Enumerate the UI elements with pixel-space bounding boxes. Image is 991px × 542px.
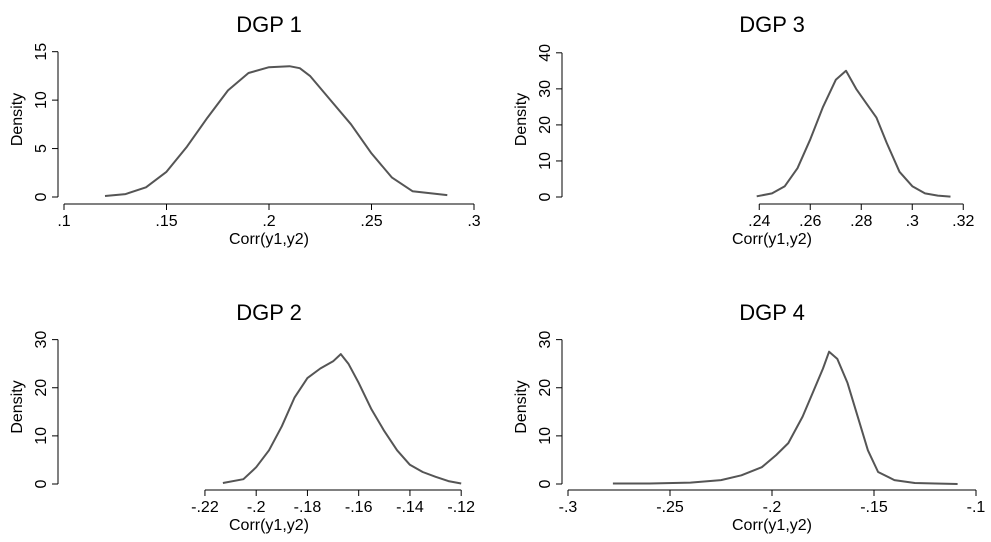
- x-axis-label: Corr(y1,y2): [229, 231, 309, 248]
- y-axis-label: Density: [9, 93, 26, 146]
- y-tick-label: 10: [33, 427, 50, 445]
- x-axis-label: Corr(y1,y2): [732, 231, 812, 248]
- y-axis-label: Density: [9, 380, 26, 433]
- y-tick-label: 20: [537, 116, 554, 134]
- y-tick-label: 20: [33, 379, 50, 397]
- x-tick-label: .1: [57, 213, 70, 230]
- panel-title: DGP 1: [236, 12, 302, 37]
- y-tick-label: 20: [537, 379, 554, 397]
- x-tick-label: -.2: [763, 499, 782, 516]
- x-tick-label: .3: [467, 213, 480, 230]
- x-tick-label: -.1: [967, 499, 986, 516]
- x-tick-label: -.18: [294, 499, 322, 516]
- x-tick-label: .15: [155, 213, 177, 230]
- y-tick-label: 10: [537, 152, 554, 170]
- y-tick-label: 0: [33, 479, 50, 488]
- x-tick-label: -.14: [396, 499, 424, 516]
- y-tick-label: 40: [537, 44, 554, 62]
- y-axis-label: Density: [513, 93, 530, 146]
- x-tick-label: -.22: [191, 499, 219, 516]
- x-tick-label: .28: [850, 213, 872, 230]
- y-tick-label: 0: [537, 192, 554, 201]
- panel-3: DGP 2 0 10 20 30 Density -.22 -.2 -.18 -.16 -.14 -.…: [9, 300, 475, 534]
- x-axis-label: Corr(y1,y2): [229, 517, 309, 534]
- x-tick-label: -.25: [656, 499, 684, 516]
- x-tick-label: .26: [799, 213, 821, 230]
- x-tick-label: -.3: [559, 499, 578, 516]
- panel-2: DGP 3 0 10 20 30 40 Density .24 .26 .28 .3 .32 Corr(…: [513, 12, 974, 248]
- y-tick-label: 5: [33, 144, 50, 153]
- panel-title: DGP 3: [739, 12, 805, 37]
- x-tick-label: .24: [748, 213, 770, 230]
- y-tick-label: 30: [537, 80, 554, 98]
- y-tick-label: 30: [537, 331, 554, 349]
- density-curve: [104, 65, 448, 197]
- x-tick-label: -.16: [345, 499, 373, 516]
- panel-title: DGP 2: [236, 300, 302, 325]
- x-axis-label: Corr(y1,y2): [732, 517, 812, 534]
- x-tick-label: -.15: [860, 499, 888, 516]
- density-curve: [222, 353, 462, 485]
- y-tick-label: 15: [33, 43, 50, 61]
- y-tick-label: 10: [537, 427, 554, 445]
- density-curve: [756, 69, 951, 198]
- density-curve: [612, 350, 958, 485]
- y-tick-label: 10: [33, 91, 50, 109]
- panel-4: DGP 4 0 10 20 30 Density -.3 -.25 -.2 -.15 -.1 Corr…: [513, 300, 985, 534]
- y-tick-label: 0: [537, 479, 554, 488]
- panel-title: DGP 4: [739, 300, 805, 325]
- x-tick-label: -.2: [247, 499, 266, 516]
- x-tick-label: .2: [262, 213, 275, 230]
- x-tick-label: -.12: [447, 499, 475, 516]
- panel-1: DGP 1 0 5 10 15 Density .1 .15 .2 .25 .3 Corr(y1,y2…: [9, 12, 481, 248]
- y-tick-label: 30: [33, 331, 50, 349]
- x-tick-label: .3: [906, 213, 919, 230]
- x-tick-label: .32: [952, 213, 974, 230]
- x-tick-label: .25: [360, 213, 382, 230]
- y-axis-label: Density: [513, 380, 530, 433]
- y-tick-label: 0: [33, 192, 50, 201]
